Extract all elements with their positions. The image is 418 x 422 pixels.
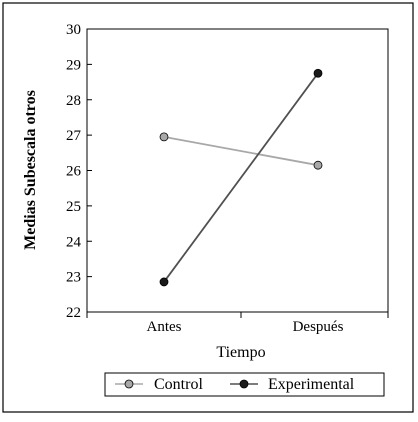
x-axis-title: Tiempo	[216, 344, 265, 361]
legend: Control Experimental	[104, 372, 385, 397]
series-line-control	[163, 136, 319, 167]
legend-marker-experimental	[239, 379, 249, 389]
legend-label-control: Control	[154, 376, 203, 393]
y-tick-label: 29	[66, 57, 81, 73]
outer-border	[2, 2, 414, 413]
x-tick-label: Antes	[147, 319, 182, 335]
y-tick-label: 27	[66, 128, 82, 144]
legend-label-experimental: Experimental	[268, 376, 355, 393]
data-point-control	[313, 160, 323, 170]
y-axis-title: Medias Subescala otros	[22, 90, 39, 250]
series-layer	[159, 68, 323, 287]
y-tick-label: 30	[66, 22, 81, 38]
legend-marker-control	[124, 379, 134, 389]
y-tick-label: 23	[66, 270, 81, 286]
x-tick-label: Después	[293, 319, 344, 335]
data-point-experimental	[159, 277, 169, 287]
data-point-experimental	[313, 68, 323, 78]
y-tick-label: 28	[66, 93, 81, 109]
y-tick-label: 22	[66, 305, 81, 321]
data-point-control	[159, 132, 169, 142]
y-tick-label: 24	[66, 234, 82, 250]
y-tick-label: 26	[66, 164, 82, 180]
y-axis-ticks: 22 23 24 25 26 27 28 29 30	[66, 22, 92, 321]
y-tick-label: 25	[66, 199, 81, 215]
x-axis-ticks: Antes Después	[86, 312, 389, 335]
series-line-experimental	[163, 72, 319, 283]
